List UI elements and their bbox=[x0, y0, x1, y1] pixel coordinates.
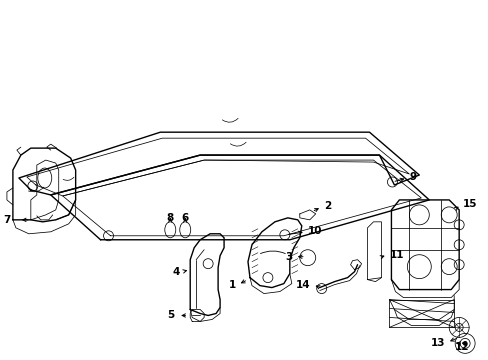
Circle shape bbox=[462, 341, 466, 345]
Text: 6: 6 bbox=[181, 213, 188, 223]
Text: 5: 5 bbox=[167, 310, 174, 320]
Text: 1: 1 bbox=[228, 280, 236, 289]
Text: 7: 7 bbox=[3, 215, 11, 225]
Text: 4: 4 bbox=[173, 267, 180, 276]
Text: 12: 12 bbox=[454, 342, 468, 352]
Text: 14: 14 bbox=[296, 280, 310, 289]
Text: 13: 13 bbox=[430, 338, 444, 348]
Text: 2: 2 bbox=[323, 201, 330, 211]
Text: 9: 9 bbox=[408, 172, 416, 182]
Text: 8: 8 bbox=[166, 213, 174, 223]
Text: 15: 15 bbox=[462, 199, 477, 209]
Text: 3: 3 bbox=[285, 252, 292, 262]
Text: 11: 11 bbox=[388, 250, 403, 260]
Text: 10: 10 bbox=[307, 226, 322, 236]
